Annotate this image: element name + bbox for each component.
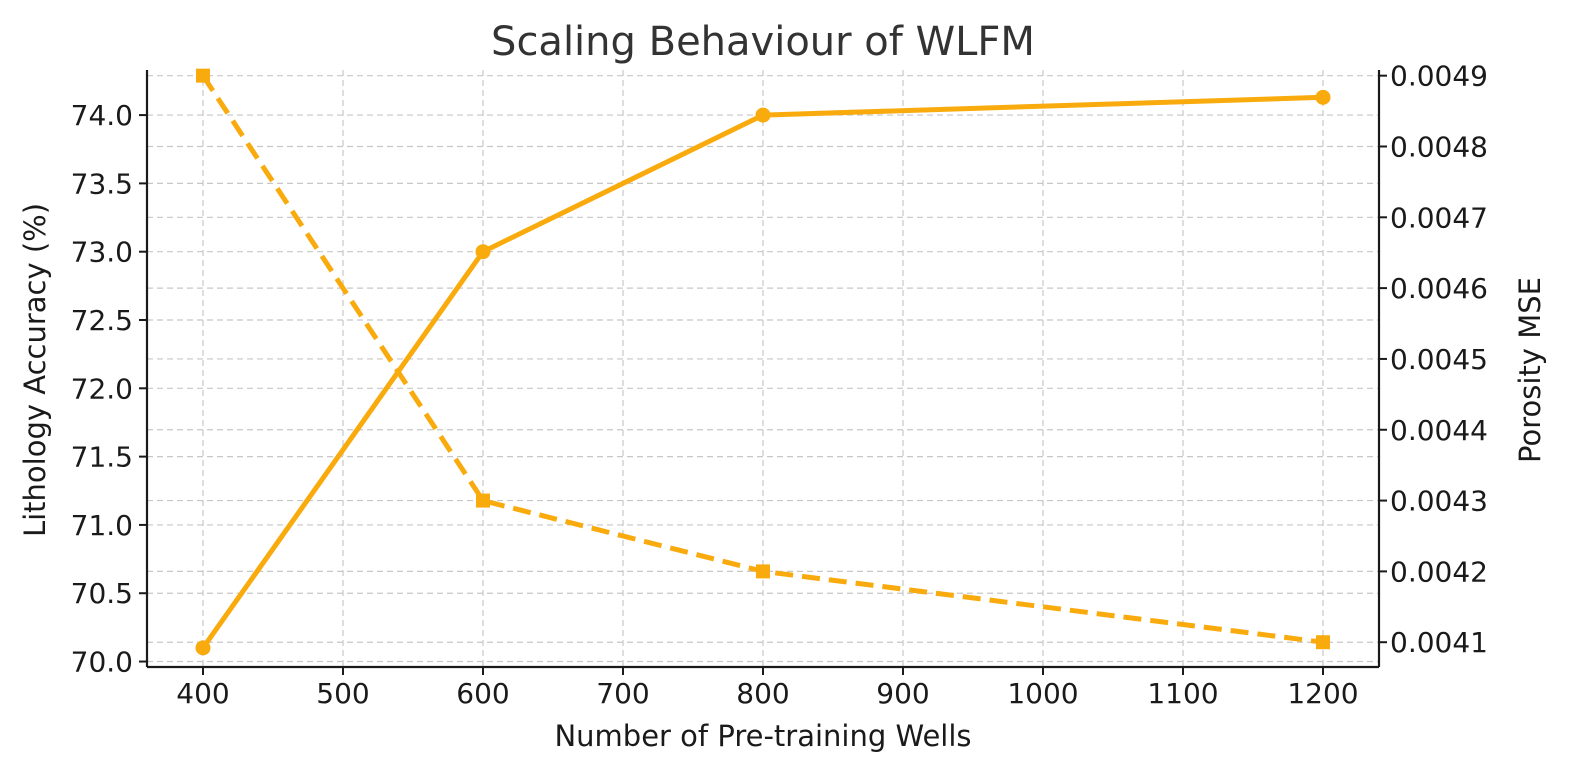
porosity-mse-line	[200, 74, 1324, 645]
y-tick-label: 70.0	[71, 646, 133, 679]
y-tick-label: 73.0	[71, 236, 133, 269]
x-tick-label: 600	[456, 677, 509, 710]
series-layer	[195, 68, 1331, 656]
x-tick-label: 400	[176, 677, 229, 710]
x-tick-label: 1000	[1007, 677, 1078, 710]
y2-tick-label: 0.0045	[1390, 343, 1488, 376]
y-tick-label: 72.5	[71, 304, 133, 337]
axes: 400 500 600 700 800 900 1000 1100 1200 70.0 70.5 71…	[71, 60, 1488, 710]
x-tick-label: 1200	[1287, 677, 1358, 710]
y-tick-label: 71.0	[71, 509, 133, 542]
x-tick-label: 900	[876, 677, 929, 710]
porosity-mse-point	[756, 564, 770, 579]
x-axis-label: Number of Pre-training Wells	[554, 719, 971, 753]
chart-title: Scaling Behaviour of WLFM	[491, 19, 1035, 65]
porosity-mse-point	[476, 493, 490, 508]
y2-tick-label: 0.0041	[1390, 626, 1488, 659]
porosity-mse-point	[1316, 635, 1330, 650]
x-tick-label: 500	[316, 677, 369, 710]
y-tick-label: 71.5	[71, 441, 133, 474]
lithology-accuracy-point	[195, 640, 211, 656]
y2-axis-label: Porosity MSE	[1513, 277, 1547, 463]
y2-tick-label: 0.0042	[1390, 555, 1488, 588]
lithology-accuracy-point	[1315, 89, 1331, 105]
x-tick-label: 800	[736, 677, 789, 710]
y2-tick-label: 0.0047	[1390, 201, 1488, 234]
y-tick-label: 72.0	[71, 372, 133, 405]
y-tick-label: 70.5	[71, 577, 133, 610]
y2-tick-label: 0.0043	[1390, 485, 1488, 518]
lithology-accuracy-point	[755, 107, 771, 123]
y-tick-label: 74.0	[71, 99, 133, 132]
x-tick-label: 700	[596, 677, 649, 710]
y2-tick-label: 0.0049	[1390, 60, 1488, 93]
porosity-mse-point	[196, 68, 210, 83]
grid	[147, 70, 1379, 667]
x-tick-label: 1100	[1147, 677, 1218, 710]
lithology-accuracy-line	[200, 94, 1324, 650]
y2-tick-label: 0.0046	[1390, 272, 1488, 305]
y-axis-label: Lithology Accuracy (%)	[18, 203, 52, 537]
y2-tick-label: 0.0048	[1390, 130, 1488, 163]
lithology-accuracy-point	[475, 244, 491, 260]
y-tick-label: 73.5	[71, 167, 133, 200]
y2-tick-label: 0.0044	[1390, 414, 1488, 447]
